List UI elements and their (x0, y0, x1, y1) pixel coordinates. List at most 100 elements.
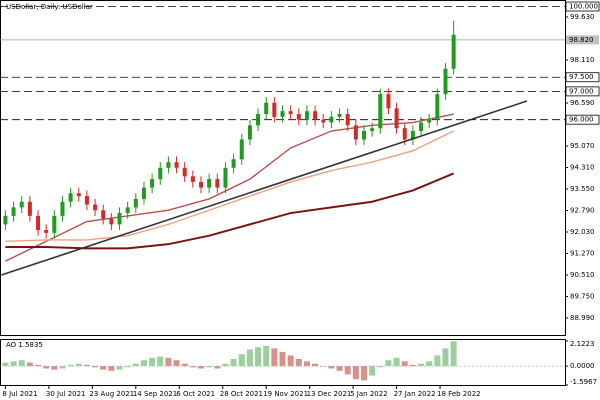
level-box (565, 72, 600, 83)
ao-bar (140, 360, 147, 367)
ao-bar (214, 366, 221, 369)
candle-body (256, 114, 261, 126)
candle-body (52, 215, 57, 233)
ao-bar (418, 363, 425, 367)
x-tick-label: 27 Jan 2022 (394, 390, 436, 398)
candle-body (337, 114, 342, 117)
ao-bar (189, 366, 196, 368)
level-label: 97.000 (569, 87, 594, 95)
chart-title: USDollar, Daily: USDollar (6, 3, 93, 11)
ao-bar (238, 354, 245, 367)
candle-body (427, 119, 432, 123)
y-tick-label: 91.270 (570, 250, 595, 258)
candle-body (3, 215, 8, 225)
x-tick-label: 23 Aug 2021 (89, 390, 134, 398)
candle-body (394, 108, 399, 129)
ao-bar (10, 361, 17, 367)
x-tick-label: 28 Oct 2021 (220, 390, 263, 398)
ao-bar (369, 366, 376, 376)
ao-bar (320, 366, 327, 367)
ao-bar (230, 359, 237, 367)
ao-bar (352, 366, 359, 380)
ao-bar (173, 360, 180, 367)
y-tick-label: 0.0000 (570, 362, 595, 370)
y-tick-label: 93.550 (570, 185, 595, 193)
y-tick-label: 96.590 (570, 99, 595, 107)
ao-bar (360, 366, 367, 381)
candle-body (280, 111, 285, 117)
candle-body (141, 187, 146, 199)
candle-body (174, 162, 179, 168)
ao-bar (401, 361, 408, 367)
y-tick-label: 88.990 (570, 314, 595, 322)
candle-body (125, 207, 130, 214)
ao-bar (426, 361, 433, 367)
x-tick-label: 6 Oct 2021 (176, 390, 215, 398)
candle-body (60, 201, 65, 216)
candle-body (117, 213, 122, 225)
ao-bar (344, 366, 351, 375)
candle-body (166, 162, 171, 168)
candle-body (84, 196, 89, 205)
level-label: 97.500 (569, 73, 594, 81)
ao-bar (222, 363, 229, 367)
ao-bar (336, 366, 343, 371)
main-frame (0, 0, 566, 336)
candle-body (247, 125, 252, 140)
moving-average (5, 113, 454, 262)
candle-body (313, 111, 318, 120)
ao-bar (83, 364, 90, 367)
candle-body (223, 167, 228, 188)
ao-bar (377, 366, 384, 368)
ao-bar (198, 366, 205, 369)
ao-bar (51, 366, 58, 370)
ao-bar (43, 366, 50, 369)
candle-body (321, 119, 326, 123)
x-tick-label: 14 Sep 2021 (133, 390, 177, 398)
y-tick-label: 92.790 (570, 207, 595, 215)
candle-body (133, 198, 138, 208)
y-tick-label: 94.310 (570, 164, 595, 172)
level-box (565, 114, 600, 125)
candle-body (199, 181, 204, 188)
candle-body (304, 111, 309, 120)
ao-bar (328, 366, 335, 369)
candle-body (36, 215, 41, 231)
candle-body (361, 131, 366, 140)
ao-bar (165, 357, 172, 367)
level-box (565, 1, 600, 12)
candle-body (19, 201, 24, 208)
candle-body (101, 210, 106, 219)
candle-body (182, 167, 187, 177)
candle-body (190, 176, 195, 182)
candle-body (296, 114, 301, 120)
candle-body (158, 167, 163, 180)
ao-bar (246, 349, 253, 367)
ao-bar (157, 356, 164, 367)
level-label: 96.000 (569, 116, 594, 124)
ao-title: AO 1.5835 (6, 341, 43, 349)
ao-bar (393, 357, 400, 367)
x-tick-label: 18 Feb 2022 (437, 390, 481, 398)
moving-average (5, 130, 454, 243)
ao-bar (312, 363, 319, 367)
y-tick-label: 95.070 (570, 142, 595, 150)
candle-body (329, 116, 334, 123)
x-tick-label: 30 Jul 2021 (46, 390, 86, 398)
candle-body (443, 68, 448, 95)
ao-bar (26, 362, 33, 367)
ao-bar (18, 360, 25, 367)
candle-body (11, 207, 16, 216)
current-price-box (566, 35, 599, 45)
moving-average (5, 172, 455, 250)
ao-bar (108, 366, 115, 371)
candle-body (93, 204, 98, 211)
ao-bar (92, 366, 99, 368)
ao-bar (279, 351, 286, 367)
candle-body (264, 102, 269, 115)
candle-body (150, 179, 155, 188)
ao-frame (0, 339, 566, 386)
x-tick-label: 8 Jul 2021 (2, 390, 37, 398)
ao-bar (385, 360, 392, 367)
